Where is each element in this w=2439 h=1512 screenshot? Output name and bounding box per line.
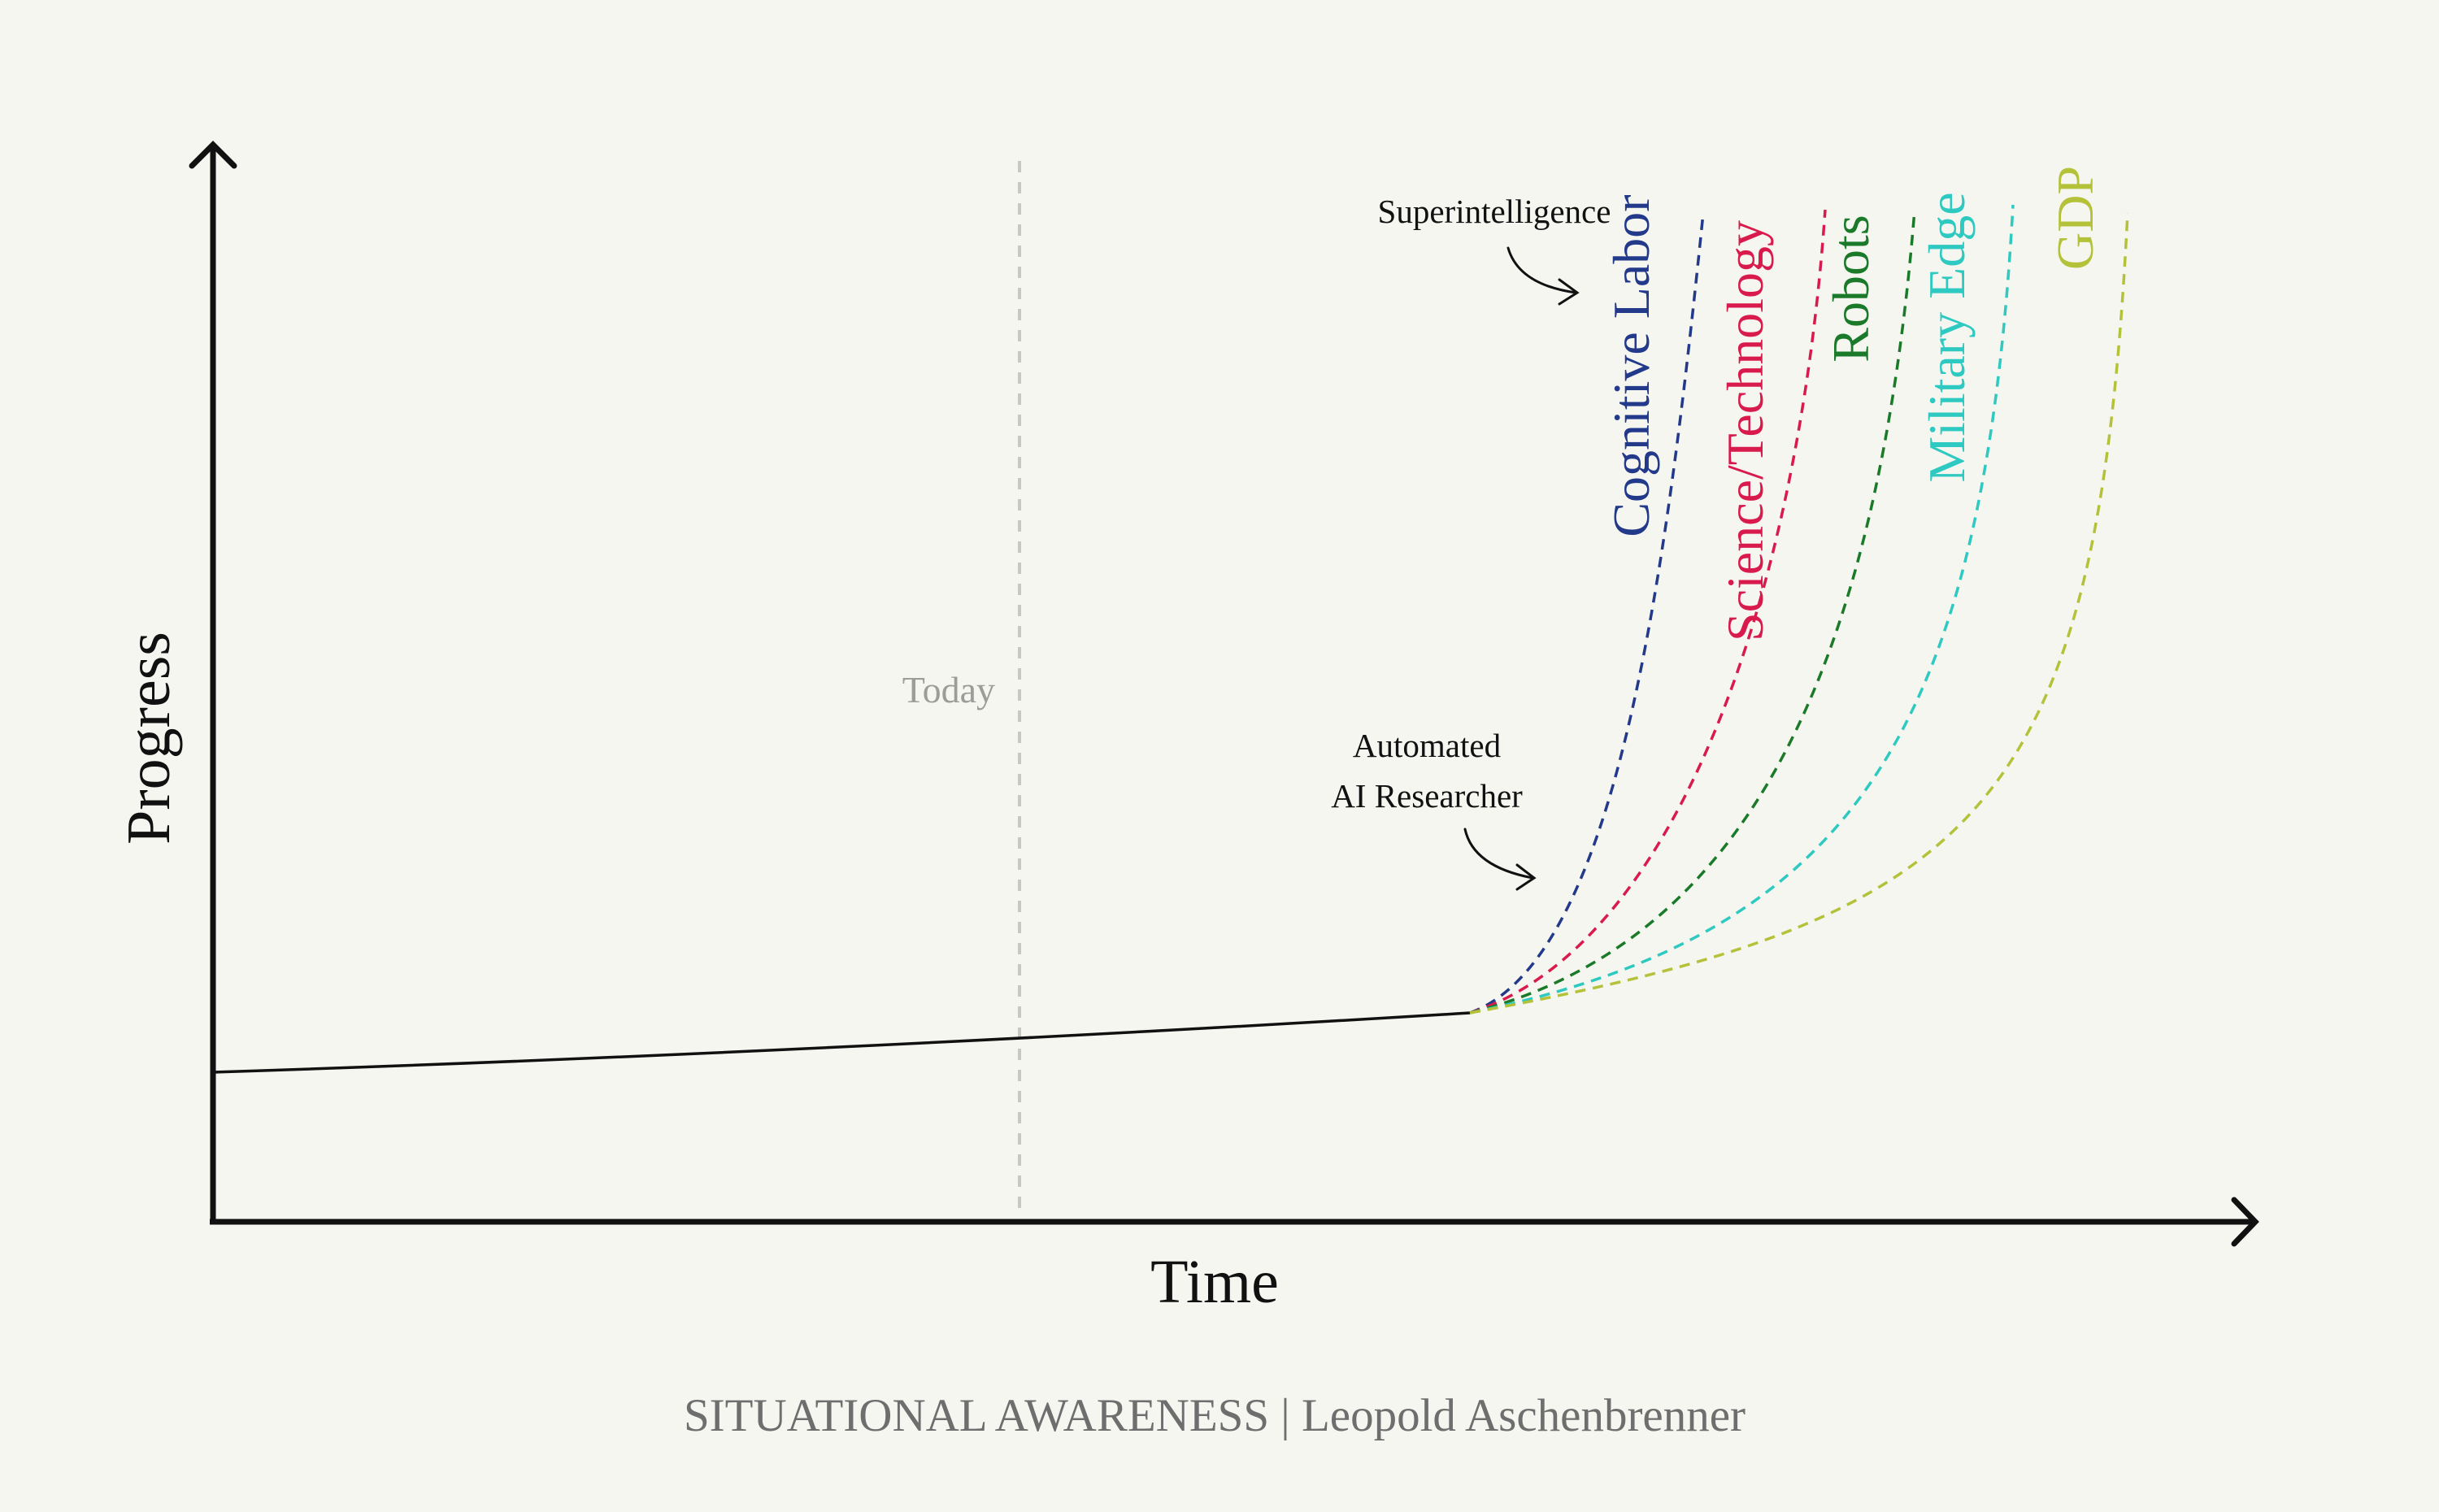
y-axis-arrow — [189, 141, 237, 169]
annotation-automated-ai-researcher-line2: AI Researcher — [1331, 777, 1523, 815]
series-curve-gdp — [1469, 212, 2129, 1015]
annotation-superintelligence: Superintelligence — [1378, 193, 1611, 230]
series-label-gdp: GDP — [2046, 166, 2104, 270]
footer-credit: SITUATIONAL AWARENESS | Leopold Aschenbr… — [684, 1390, 1746, 1441]
series-label-military-edge: Military Edge — [1918, 192, 1976, 482]
series-curve-robots — [1469, 209, 1916, 1015]
series-curve-science-technology — [1469, 209, 1827, 1015]
series-curve-military-edge — [1469, 204, 2015, 1015]
series-label-cognitive-labor: Cognitive Labor — [1602, 194, 1660, 537]
series-label-robots: Robots — [1822, 215, 1880, 362]
annotation-arrowhead-superintelligence — [1558, 278, 1580, 306]
annotation-arrowhead-automated — [1515, 863, 1537, 891]
series-group — [1469, 204, 2129, 1015]
annotation-automated-ai-researcher-line1: Automated — [1353, 727, 1501, 764]
y-axis-label: Progress — [115, 632, 183, 845]
annotation-arrow-automated — [1463, 828, 1534, 880]
baseline-progress-curve — [212, 1011, 1471, 1074]
series-curve-cognitive-labor — [1469, 212, 1705, 1015]
series-label-science-technology: Science/Technology — [1716, 220, 1774, 641]
x-axis-arrow — [2231, 1197, 2259, 1247]
annotation-arrow-superintelligence — [1506, 246, 1577, 294]
series-labels: Cognitive Labor Science/Technology Robots M… — [1602, 166, 2104, 641]
x-axis-label: Time — [1150, 1248, 1279, 1316]
today-label: Today — [902, 669, 995, 710]
